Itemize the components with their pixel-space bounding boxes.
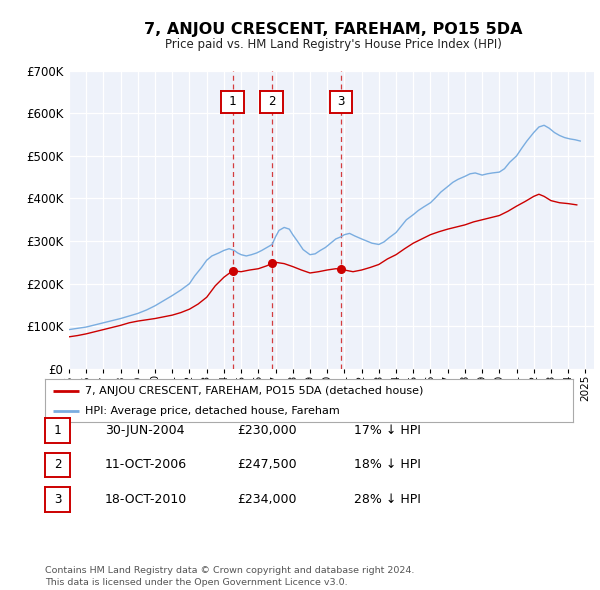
- Text: 7, ANJOU CRESCENT, FAREHAM, PO15 5DA: 7, ANJOU CRESCENT, FAREHAM, PO15 5DA: [144, 22, 522, 37]
- Text: HPI: Average price, detached house, Fareham: HPI: Average price, detached house, Fare…: [85, 407, 340, 416]
- Text: 28% ↓ HPI: 28% ↓ HPI: [354, 493, 421, 506]
- Text: 30-JUN-2004: 30-JUN-2004: [105, 424, 185, 437]
- Text: 18-OCT-2010: 18-OCT-2010: [105, 493, 187, 506]
- Text: 1: 1: [229, 96, 236, 109]
- Text: 3: 3: [54, 493, 61, 506]
- Text: £230,000: £230,000: [237, 424, 296, 437]
- Text: 2: 2: [54, 458, 61, 471]
- Text: £234,000: £234,000: [237, 493, 296, 506]
- Text: 1: 1: [54, 424, 61, 437]
- Text: 17% ↓ HPI: 17% ↓ HPI: [354, 424, 421, 437]
- Text: 2: 2: [268, 96, 275, 109]
- Text: Price paid vs. HM Land Registry's House Price Index (HPI): Price paid vs. HM Land Registry's House …: [164, 38, 502, 51]
- Text: 18% ↓ HPI: 18% ↓ HPI: [354, 458, 421, 471]
- Text: 11-OCT-2006: 11-OCT-2006: [105, 458, 187, 471]
- Text: 3: 3: [337, 96, 345, 109]
- Text: 7, ANJOU CRESCENT, FAREHAM, PO15 5DA (detached house): 7, ANJOU CRESCENT, FAREHAM, PO15 5DA (de…: [85, 386, 423, 396]
- Text: Contains HM Land Registry data © Crown copyright and database right 2024.
This d: Contains HM Land Registry data © Crown c…: [45, 566, 415, 587]
- Text: £247,500: £247,500: [237, 458, 296, 471]
